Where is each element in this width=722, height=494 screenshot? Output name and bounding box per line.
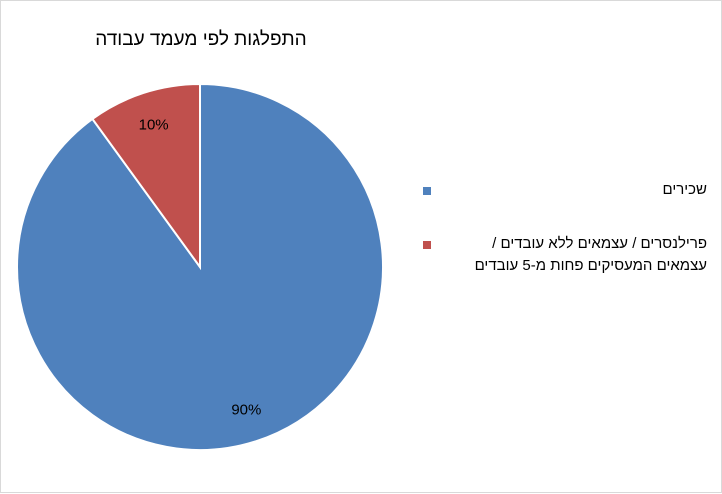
legend: שכירים פרילנסרים / עצמאים ללא עובדים / ע…: [419, 179, 709, 309]
legend-item-employees: שכירים: [419, 179, 709, 201]
data-label-freelancers: 10%: [139, 116, 169, 133]
legend-label-freelancers: פרילנסרים / עצמאים ללא עובדים / עצמאים ה…: [474, 235, 707, 274]
chart-title: התפלגות לפי מעמד עבודה: [95, 29, 307, 50]
pie-slices: [16, 82, 384, 451]
pie-data-labels: 90% 10%: [139, 116, 262, 418]
legend-label-employees: שכירים: [662, 181, 707, 198]
pie-slice-freelancers: [91, 82, 201, 271]
legend-swatch-freelancers: [423, 241, 431, 249]
legend-item-freelancers: פרילנסרים / עצמאים ללא עובדים / עצמאים ה…: [419, 233, 709, 277]
data-label-employees: 90%: [231, 402, 261, 419]
legend-swatch-employees: [423, 187, 431, 195]
